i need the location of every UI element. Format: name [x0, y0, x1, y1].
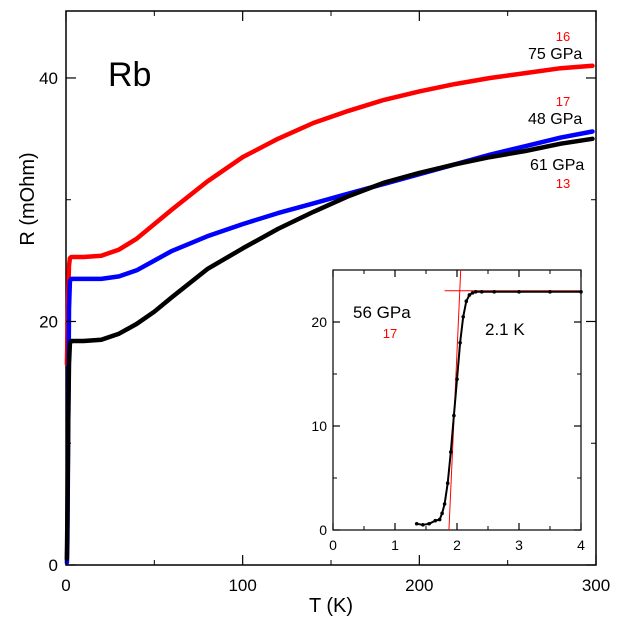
series-label-61gpa-note: 13 — [556, 176, 570, 191]
series-label-61gpa: 61 GPa — [530, 157, 584, 174]
main-series-line-0 — [64, 63, 595, 367]
inset-ytick-label: 10 — [311, 418, 327, 434]
inset-series-line-0 — [415, 290, 582, 526]
inset-data-point — [464, 299, 469, 304]
series-label-75gpa: 75 GPa — [528, 46, 582, 63]
main-xtick-label: 0 — [61, 576, 70, 595]
main-series-line-2 — [64, 136, 595, 562]
inset-data-point — [452, 413, 456, 418]
inset-data-point — [473, 290, 478, 294]
series-label-75gpa-note: 16 — [556, 29, 570, 44]
inset-data-point — [470, 291, 475, 295]
main-chart-title: Rb — [108, 56, 151, 94]
inset-xtick-label: 1 — [391, 537, 399, 553]
inset-xtick-label: 2 — [453, 537, 461, 553]
inset-ytick-label: 20 — [311, 314, 327, 330]
inset-data-point — [458, 341, 462, 345]
inset-plot-frame — [332, 269, 582, 531]
main-series-group — [64, 63, 595, 565]
inset-data-point — [442, 502, 447, 506]
inset-ytick-label: 0 — [319, 522, 327, 538]
inset-data-point — [414, 521, 419, 526]
inset-data-point — [480, 290, 484, 294]
main-y-axis-label: R (mOhm) — [17, 152, 39, 245]
inset-data-point — [440, 511, 444, 516]
series-label-48gpa-note: 17 — [556, 94, 570, 109]
inset-data-point — [492, 290, 497, 294]
inset-data-point — [461, 315, 466, 319]
inset-series-group — [414, 290, 583, 527]
inset-tc-label: 2.1 K — [485, 320, 525, 339]
inset-axes-group: 0 1 2 3 4 0 10 20 — [311, 269, 585, 553]
inset-data-point — [421, 523, 425, 527]
main-xtick-label: 300 — [582, 576, 610, 595]
main-ytick-label: 20 — [39, 312, 58, 331]
main-ytick-label: 40 — [39, 69, 58, 88]
series-label-48gpa: 48 GPa — [528, 111, 582, 128]
main-xtick-label: 100 — [228, 576, 256, 595]
inset-xtick-label: 4 — [577, 537, 585, 553]
main-xtick-label: 200 — [405, 576, 433, 595]
inset-plot: 0 1 2 3 4 0 10 20 56 GPa 17 2.1 K — [311, 269, 585, 553]
inset-data-point — [433, 518, 438, 523]
main-x-axis-label: T (K) — [309, 595, 353, 617]
inset-data-point — [579, 290, 583, 294]
inset-data-point — [517, 290, 521, 294]
inset-data-point — [455, 377, 459, 382]
inset-data-point — [449, 450, 453, 454]
main-ytick-label: 0 — [49, 556, 58, 575]
inset-pressure-label: 56 GPa — [353, 303, 411, 322]
inset-data-point — [467, 293, 472, 297]
inset-data-point — [445, 481, 450, 486]
inset-data-point — [437, 517, 442, 522]
inset-pressure-note: 17 — [383, 326, 397, 341]
inset-data-point — [427, 521, 431, 526]
inset-xtick-label: 3 — [515, 537, 523, 553]
inset-xtick-label: 0 — [329, 537, 337, 553]
inset-data-point — [548, 290, 552, 294]
